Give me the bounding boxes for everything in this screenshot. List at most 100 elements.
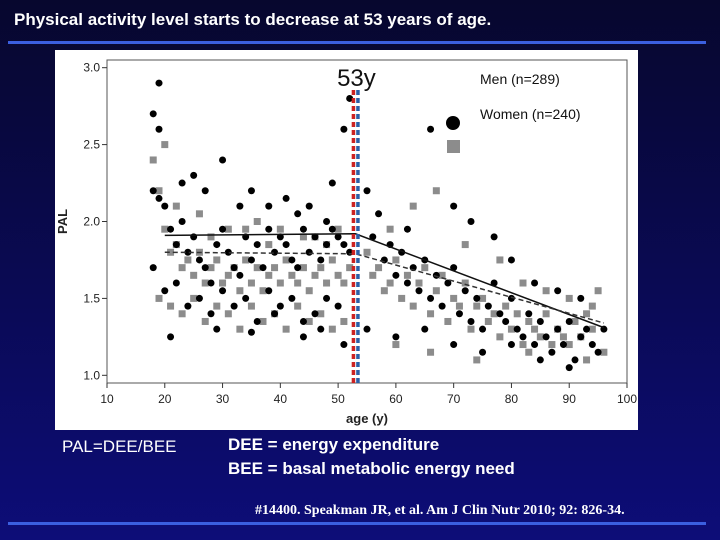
men-data-point [230,302,238,310]
women-data-point [201,317,209,325]
women-data-point [299,264,307,272]
men-data-point [444,279,452,287]
men-data-point [536,317,544,325]
men-data-point [276,302,284,310]
men-data-point [502,317,510,325]
men-data-point [323,294,331,302]
men-data-point [536,356,544,364]
men-data-point [450,264,458,272]
women-data-point [311,271,319,279]
women-data-point [507,325,515,333]
women-data-point [323,279,331,287]
women-data-point [565,341,573,349]
women-data-point [513,310,521,318]
x-tick-label: 10 [100,392,114,406]
women-data-point [317,310,325,318]
women-data-point [519,279,527,287]
men-data-point [317,256,325,264]
women-data-point [432,187,440,195]
men-data-point [531,279,539,287]
women-data-point [479,294,487,302]
men-data-point [184,302,192,310]
men-data-point [507,256,515,264]
men-data-point [172,279,180,287]
men-data-point [155,125,163,133]
women-data-point [455,302,463,310]
women-data-point [259,287,267,295]
men-data-point [178,218,186,225]
men-data-point [334,233,342,241]
x-tick-label: 100 [617,392,637,406]
women-data-point [276,279,284,287]
men-data-point [294,264,302,272]
women-data-point [542,287,550,295]
men-data-point [299,225,307,233]
men-data-point [294,210,302,218]
men-data-point [167,333,175,341]
x-tick-label: 50 [331,392,345,406]
x-tick-label: 70 [447,392,461,406]
men-data-point [392,333,400,341]
men-data-point [577,333,585,341]
men-data-point [230,264,238,272]
x-tick-label: 40 [274,392,288,406]
women-data-point [207,264,215,272]
men-data-point [207,279,215,287]
women-data-point [253,218,261,225]
women-data-point [375,264,383,272]
women-data-point [172,202,180,210]
men-data-point [461,287,469,295]
pal-formula: PAL=DEE/BEE [62,437,177,456]
men-data-point [427,125,435,133]
legend-women-label: Women (n=240) [480,106,581,122]
women-data-point [432,287,440,295]
women-data-point [334,225,342,233]
men-data-point [161,202,169,210]
men-data-point [421,325,429,333]
women-data-point [415,279,423,287]
women-data-point [450,294,458,302]
men-data-point [484,302,492,310]
men-data-point [554,287,562,295]
men-data-point [571,356,579,364]
men-data-point [542,333,550,341]
men-data-point [167,225,175,233]
legend-women-marker [447,140,460,153]
men-data-point [450,341,458,349]
women-data-point [213,302,221,310]
men-data-point [473,294,481,302]
y-tick-label: 2.5 [83,138,100,152]
women-data-point [461,241,469,249]
x-tick-label: 80 [505,392,519,406]
women-data-point [409,202,417,210]
men-data-point [259,264,267,272]
men-data-point [201,264,209,272]
women-data-point [242,256,250,264]
women-data-point [548,341,556,349]
men-data-point [340,125,348,133]
women-data-point [525,317,533,325]
women-data-point [155,294,163,302]
women-data-point [600,348,608,356]
pal-scatter-chart: 10 20 30 40 50 60 70 80 90 100 1.0 1.5 2.0 2.5 3.0 age … [55,59,637,426]
men-data-point [190,171,198,179]
men-data-point [224,248,232,256]
men-data-point [554,325,562,333]
y-tick-label: 1.5 [83,291,100,305]
women-data-point [467,325,475,333]
women-data-point [571,317,579,325]
men-data-point [282,194,290,202]
women-data-point [161,141,169,149]
women-data-point [531,325,539,333]
men-data-point [271,248,279,256]
men-data-point [346,94,354,102]
men-data-point [479,348,487,356]
men-data-point [559,341,567,349]
women-data-point [294,279,302,287]
women-data-point [294,302,302,310]
women-data-point [583,310,591,318]
men-data-point [467,218,475,225]
women-data-point [155,187,163,195]
women-data-point [184,256,192,264]
women-data-point [421,264,429,272]
